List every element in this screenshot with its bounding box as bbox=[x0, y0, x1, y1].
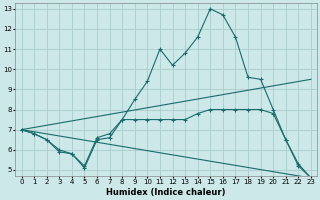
X-axis label: Humidex (Indice chaleur): Humidex (Indice chaleur) bbox=[107, 188, 226, 197]
